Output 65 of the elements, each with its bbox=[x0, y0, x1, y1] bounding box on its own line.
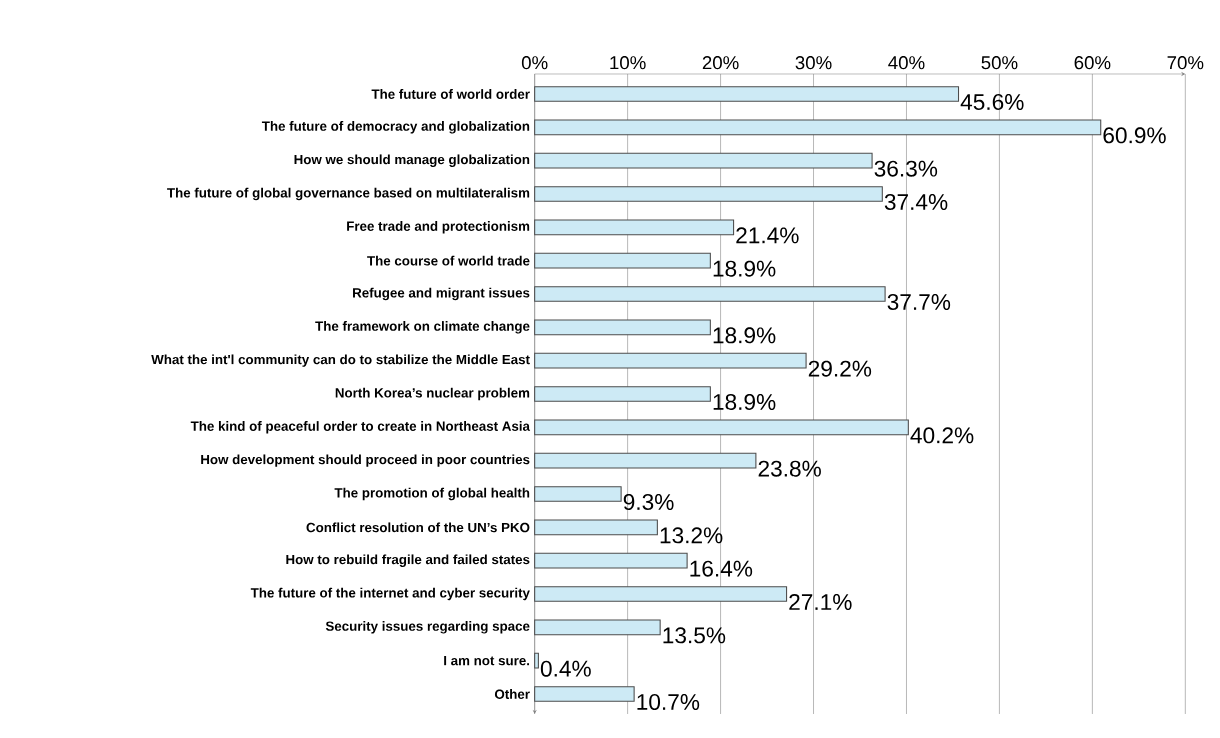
data-label: 29.2% bbox=[808, 360, 872, 377]
bar bbox=[534, 686, 635, 702]
y-tick-label: The framework on climate change bbox=[315, 321, 530, 334]
x-tick-label: 40% bbox=[888, 56, 925, 70]
bar bbox=[534, 552, 688, 569]
data-label: 18.9% bbox=[713, 327, 776, 344]
y-tick-label: Other bbox=[494, 689, 530, 699]
x-tick-label: 0% bbox=[521, 56, 548, 70]
data-label: 18.9% bbox=[713, 260, 776, 277]
bar bbox=[534, 586, 788, 602]
bar bbox=[534, 86, 960, 102]
y-tick-label: The promotion of global health bbox=[334, 487, 530, 501]
bar bbox=[534, 452, 757, 469]
data-label: 37.7% bbox=[887, 293, 951, 311]
y-tick-label: Free trade and protectionism bbox=[347, 221, 530, 234]
y-tick-label: I am not sure. bbox=[444, 656, 530, 666]
bar bbox=[534, 652, 539, 669]
data-label: 60.9% bbox=[1103, 127, 1166, 144]
bar bbox=[534, 152, 873, 169]
bar bbox=[534, 419, 909, 436]
y-tick-label: Security issues regarding space bbox=[325, 621, 530, 634]
bar bbox=[534, 486, 622, 502]
y-tick-label: The future of world order bbox=[371, 89, 530, 99]
y-tick-label: The kind of peaceful order to create in Northeast Asia bbox=[190, 421, 531, 434]
data-label: 13.5% bbox=[663, 627, 726, 644]
data-label: 21.4% bbox=[736, 227, 799, 244]
x-tick-label: 10% bbox=[610, 56, 646, 70]
x-tick-label: 30% bbox=[795, 56, 832, 70]
y-tick-label: The course of world trade bbox=[367, 255, 530, 266]
data-label: 45.6% bbox=[960, 93, 1024, 111]
bar bbox=[534, 119, 1102, 136]
data-label: 9.3% bbox=[623, 493, 674, 511]
x-tick-label: 70% bbox=[1167, 56, 1204, 70]
data-label: 27.1% bbox=[789, 594, 852, 610]
data-label: 10.7% bbox=[637, 693, 700, 711]
data-label: 18.9% bbox=[713, 393, 776, 411]
y-tick-label: How to rebuild fragile and failed states bbox=[286, 554, 530, 567]
bar bbox=[534, 286, 886, 302]
bar bbox=[534, 386, 711, 402]
bar bbox=[534, 252, 711, 269]
x-tick-label: 20% bbox=[702, 56, 739, 70]
data-label: 0.4% bbox=[540, 660, 591, 677]
y-tick-label: The future of global governance based on multilateralism bbox=[167, 187, 530, 201]
data-label: 13.2% bbox=[660, 527, 723, 544]
bar bbox=[534, 219, 735, 236]
bar bbox=[534, 519, 658, 536]
y-tick-label: Conflict resolution of the UN’s PKO bbox=[306, 522, 530, 533]
y-tick-label: How development should proceed in poor countries bbox=[201, 454, 530, 467]
y-tick-label: How we should manage globalization bbox=[294, 154, 530, 167]
data-label: 36.3% bbox=[874, 160, 938, 177]
bar bbox=[534, 352, 807, 369]
x-tick-label: 50% bbox=[981, 56, 1018, 70]
y-tick-label: The future of the internet and cyber security bbox=[250, 587, 530, 601]
bar bbox=[534, 186, 883, 202]
data-label: 37.4% bbox=[884, 193, 948, 211]
y-tick-label: The future of democracy and globalization bbox=[261, 121, 530, 134]
y-tick-label: What the int'l community can do to stabilize the Middle East bbox=[151, 354, 530, 367]
data-label: 16.4% bbox=[690, 560, 753, 577]
data-label: 23.8% bbox=[758, 460, 821, 477]
bar bbox=[534, 319, 711, 336]
bar bbox=[534, 619, 661, 636]
y-tick-label: North Korea’s nuclear problem bbox=[335, 387, 530, 401]
y-tick-label: Refugee and migrant issues bbox=[353, 287, 530, 301]
x-tick-label: 60% bbox=[1074, 56, 1111, 70]
data-label: 40.2% bbox=[910, 427, 974, 444]
